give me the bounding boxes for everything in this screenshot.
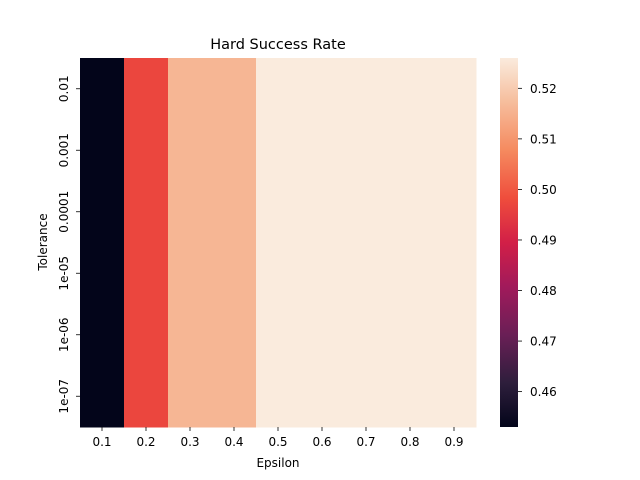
heatmap-cell — [212, 58, 257, 121]
heatmap-cell — [432, 304, 477, 367]
x-tick-label: 0.5 — [268, 435, 287, 449]
heatmap-cell — [212, 304, 257, 367]
heatmap-cell — [212, 365, 257, 428]
heatmap-cell — [344, 119, 389, 182]
colorbar-tick-label: 0.47 — [530, 335, 557, 349]
heatmap-cell — [256, 119, 301, 182]
x-tick-label: 0.4 — [224, 435, 243, 449]
x-axis-label: Epsilon — [256, 456, 299, 470]
heatmap-cell — [300, 119, 345, 182]
heatmap-cell — [256, 58, 301, 121]
heatmap-cell — [388, 242, 433, 305]
heatmap-cell — [124, 304, 169, 367]
colorbar-tick-label: 0.46 — [530, 385, 557, 399]
heatmap-cell — [124, 242, 169, 305]
heatmap-cell — [124, 58, 169, 121]
colorbar-tick-label: 0.50 — [530, 183, 557, 197]
y-tick-label: 1e-05 — [57, 256, 71, 291]
heatmap-cell — [344, 304, 389, 367]
heatmap-cell — [168, 58, 213, 121]
x-tick-label: 0.3 — [180, 435, 199, 449]
heatmap-cell — [256, 304, 301, 367]
heatmap-cell — [212, 242, 257, 305]
heatmap-cell — [300, 181, 345, 244]
y-axis-label: Tolerance — [36, 213, 50, 271]
heatmap-cell — [432, 58, 477, 121]
heatmap-cell — [256, 365, 301, 428]
heatmap-cell — [388, 304, 433, 367]
chart-title: Hard Success Rate — [210, 37, 346, 53]
x-tick-label: 0.9 — [444, 435, 463, 449]
heatmap-cell — [168, 304, 213, 367]
heatmap-cell — [300, 242, 345, 305]
heatmap-cell — [344, 242, 389, 305]
y-tick-label: 0.0001 — [57, 191, 71, 233]
heatmap-cell — [388, 181, 433, 244]
colorbar-ticks: 0.46 0.47 0.48 0.49 0.50 0.51 0.52 — [518, 82, 557, 399]
heatmap-cell — [168, 181, 213, 244]
x-tick-label: 0.2 — [136, 435, 155, 449]
heatmap-cell — [168, 242, 213, 305]
heatmap-cell — [432, 242, 477, 305]
colorbar — [500, 58, 518, 427]
colorbar-tick-label: 0.49 — [530, 233, 557, 247]
heatmap-cell — [432, 365, 477, 428]
heatmap-cell — [388, 58, 433, 121]
heatmap-cell — [80, 304, 125, 367]
heatmap-cell — [300, 304, 345, 367]
heatmap-cell — [300, 58, 345, 121]
colorbar-tick-label: 0.48 — [530, 284, 557, 298]
heatmap-cell — [80, 365, 125, 428]
heatmap-cell — [212, 181, 257, 244]
heatmap-cell — [124, 181, 169, 244]
heatmap-cell — [256, 181, 301, 244]
heatmap-cell — [300, 365, 345, 428]
colorbar-tick-label: 0.51 — [530, 132, 557, 146]
heatmap-cell — [388, 119, 433, 182]
heatmap-cell — [212, 119, 257, 182]
x-tick-label: 0.7 — [356, 435, 375, 449]
x-tick-label: 0.6 — [312, 435, 331, 449]
heatmap-cell — [432, 119, 477, 182]
x-tick-label: 0.1 — [92, 435, 111, 449]
x-axis-ticks: 0.1 0.2 0.3 0.4 0.5 0.6 0.7 0.8 0.9 — [92, 427, 464, 449]
heatmap-cell — [80, 119, 125, 182]
y-axis-ticks: 0.01 0.001 0.0001 1e-05 1e-06 1e-07 — [57, 75, 80, 414]
heatmap-cells — [80, 58, 477, 428]
heatmap-cell — [80, 242, 125, 305]
heatmap-cell — [80, 58, 125, 121]
heatmap-cell — [168, 365, 213, 428]
y-tick-label: 1e-07 — [57, 379, 71, 414]
heatmap-cell — [344, 181, 389, 244]
heatmap-cell — [80, 181, 125, 244]
heatmap-cell — [432, 181, 477, 244]
heatmap-cell — [168, 119, 213, 182]
x-tick-label: 0.8 — [400, 435, 419, 449]
y-tick-label: 1e-06 — [57, 317, 71, 352]
heatmap-cell — [256, 242, 301, 305]
heatmap-cell — [124, 365, 169, 428]
y-tick-label: 0.01 — [57, 75, 71, 102]
heatmap-cell — [388, 365, 433, 428]
y-tick-label: 0.001 — [57, 133, 71, 167]
heatmap-cell — [344, 365, 389, 428]
heatmap-cell — [124, 119, 169, 182]
heatmap-cell — [344, 58, 389, 121]
colorbar-tick-label: 0.52 — [530, 82, 557, 96]
